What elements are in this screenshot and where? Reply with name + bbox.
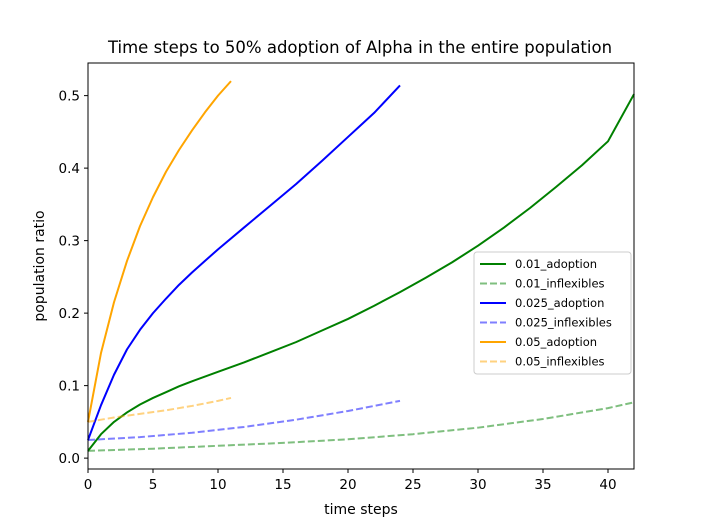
x-tick-label: 25 [404, 477, 421, 493]
y-tick-label: 0.4 [59, 161, 80, 177]
x-tick-label: 15 [274, 477, 291, 493]
series-line-0-05-inflexibles [87, 396, 232, 423]
x-tick-label: 10 [209, 477, 226, 493]
series-layer [87, 80, 635, 452]
y-tick-label: 0.0 [59, 451, 80, 467]
series-line-0-01-inflexibles [87, 401, 635, 452]
x-tick-label: 35 [534, 477, 551, 493]
y-axis-ticks: 0.0 0.1 0.2 0.3 0.4 0.5 [59, 89, 88, 467]
x-tick-label: 40 [599, 477, 616, 493]
x-tick-label: 20 [339, 477, 356, 493]
series-line-0-05-adoption [87, 80, 232, 423]
y-tick-label: 0.3 [59, 234, 80, 250]
y-tick-label: 0.2 [59, 306, 80, 322]
series-line-0-025-inflexibles [87, 399, 401, 441]
x-axis-title: time steps [324, 502, 398, 518]
chart-title: Time steps to 50% adoption of Alpha in t… [107, 38, 612, 57]
x-tick-label: 5 [149, 477, 158, 493]
legend-label: 0.05_inflexibles [515, 355, 605, 369]
y-axis-title: population ratio [32, 210, 48, 321]
legend-label: 0.01_adoption [515, 257, 597, 271]
series-line-0-01-adoption [87, 93, 635, 452]
y-tick-label: 0.1 [59, 379, 80, 395]
legend-label: 0.05_adoption [515, 335, 597, 349]
legend-label: 0.025_adoption [515, 296, 604, 310]
legend-label: 0.01_inflexibles [515, 277, 605, 291]
legend: 0.01_adoption 0.01_inflexibles 0.025_adopt… [473, 251, 632, 375]
x-tick-label: 0 [84, 477, 93, 493]
legend-label: 0.025_inflexibles [515, 316, 612, 330]
y-tick-label: 0.5 [59, 89, 80, 105]
plot-frame [87, 62, 635, 470]
x-tick-label: 30 [469, 477, 486, 493]
series-line-0-025-adoption [87, 84, 401, 441]
x-axis-ticks: 0 5 10 15 20 25 30 35 40 [84, 469, 617, 493]
legend-box [473, 251, 632, 375]
